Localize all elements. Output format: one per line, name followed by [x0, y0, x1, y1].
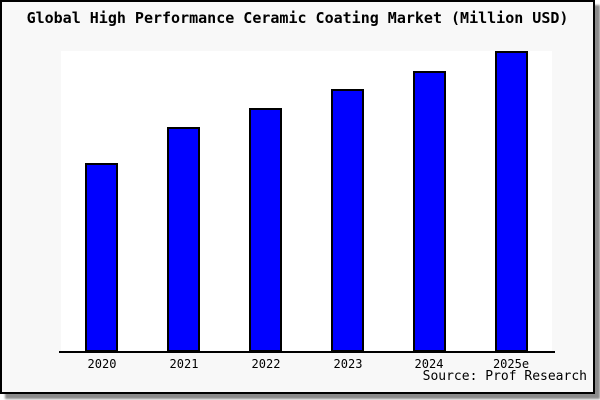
chart-title: Global High Performance Ceramic Coating …: [26, 9, 569, 27]
bar-2025e: [495, 51, 528, 352]
source-credit: Source: Prof Research: [422, 369, 587, 384]
x-tick-label-2023: 2023: [333, 357, 363, 371]
bar-2024: [413, 71, 446, 352]
chart-card: Global High Performance Ceramic Coating …: [0, 0, 595, 394]
bar-2021: [167, 127, 200, 352]
bar-2022: [249, 108, 282, 352]
x-tick-label-2025e: 2025e: [492, 357, 530, 371]
x-tick-label-2022: 2022: [251, 357, 281, 371]
x-tick-label-2021: 2021: [169, 357, 199, 371]
plot-area: [61, 51, 552, 352]
bar-2023: [331, 89, 364, 352]
x-tick-label-2024: 2024: [414, 357, 444, 371]
bar-2020: [85, 163, 118, 352]
x-tick-label-2020: 2020: [87, 357, 117, 371]
x-axis-labels: 2020 2021 2022 2023 2024 2025e: [61, 357, 552, 373]
x-axis-line: [59, 351, 555, 353]
